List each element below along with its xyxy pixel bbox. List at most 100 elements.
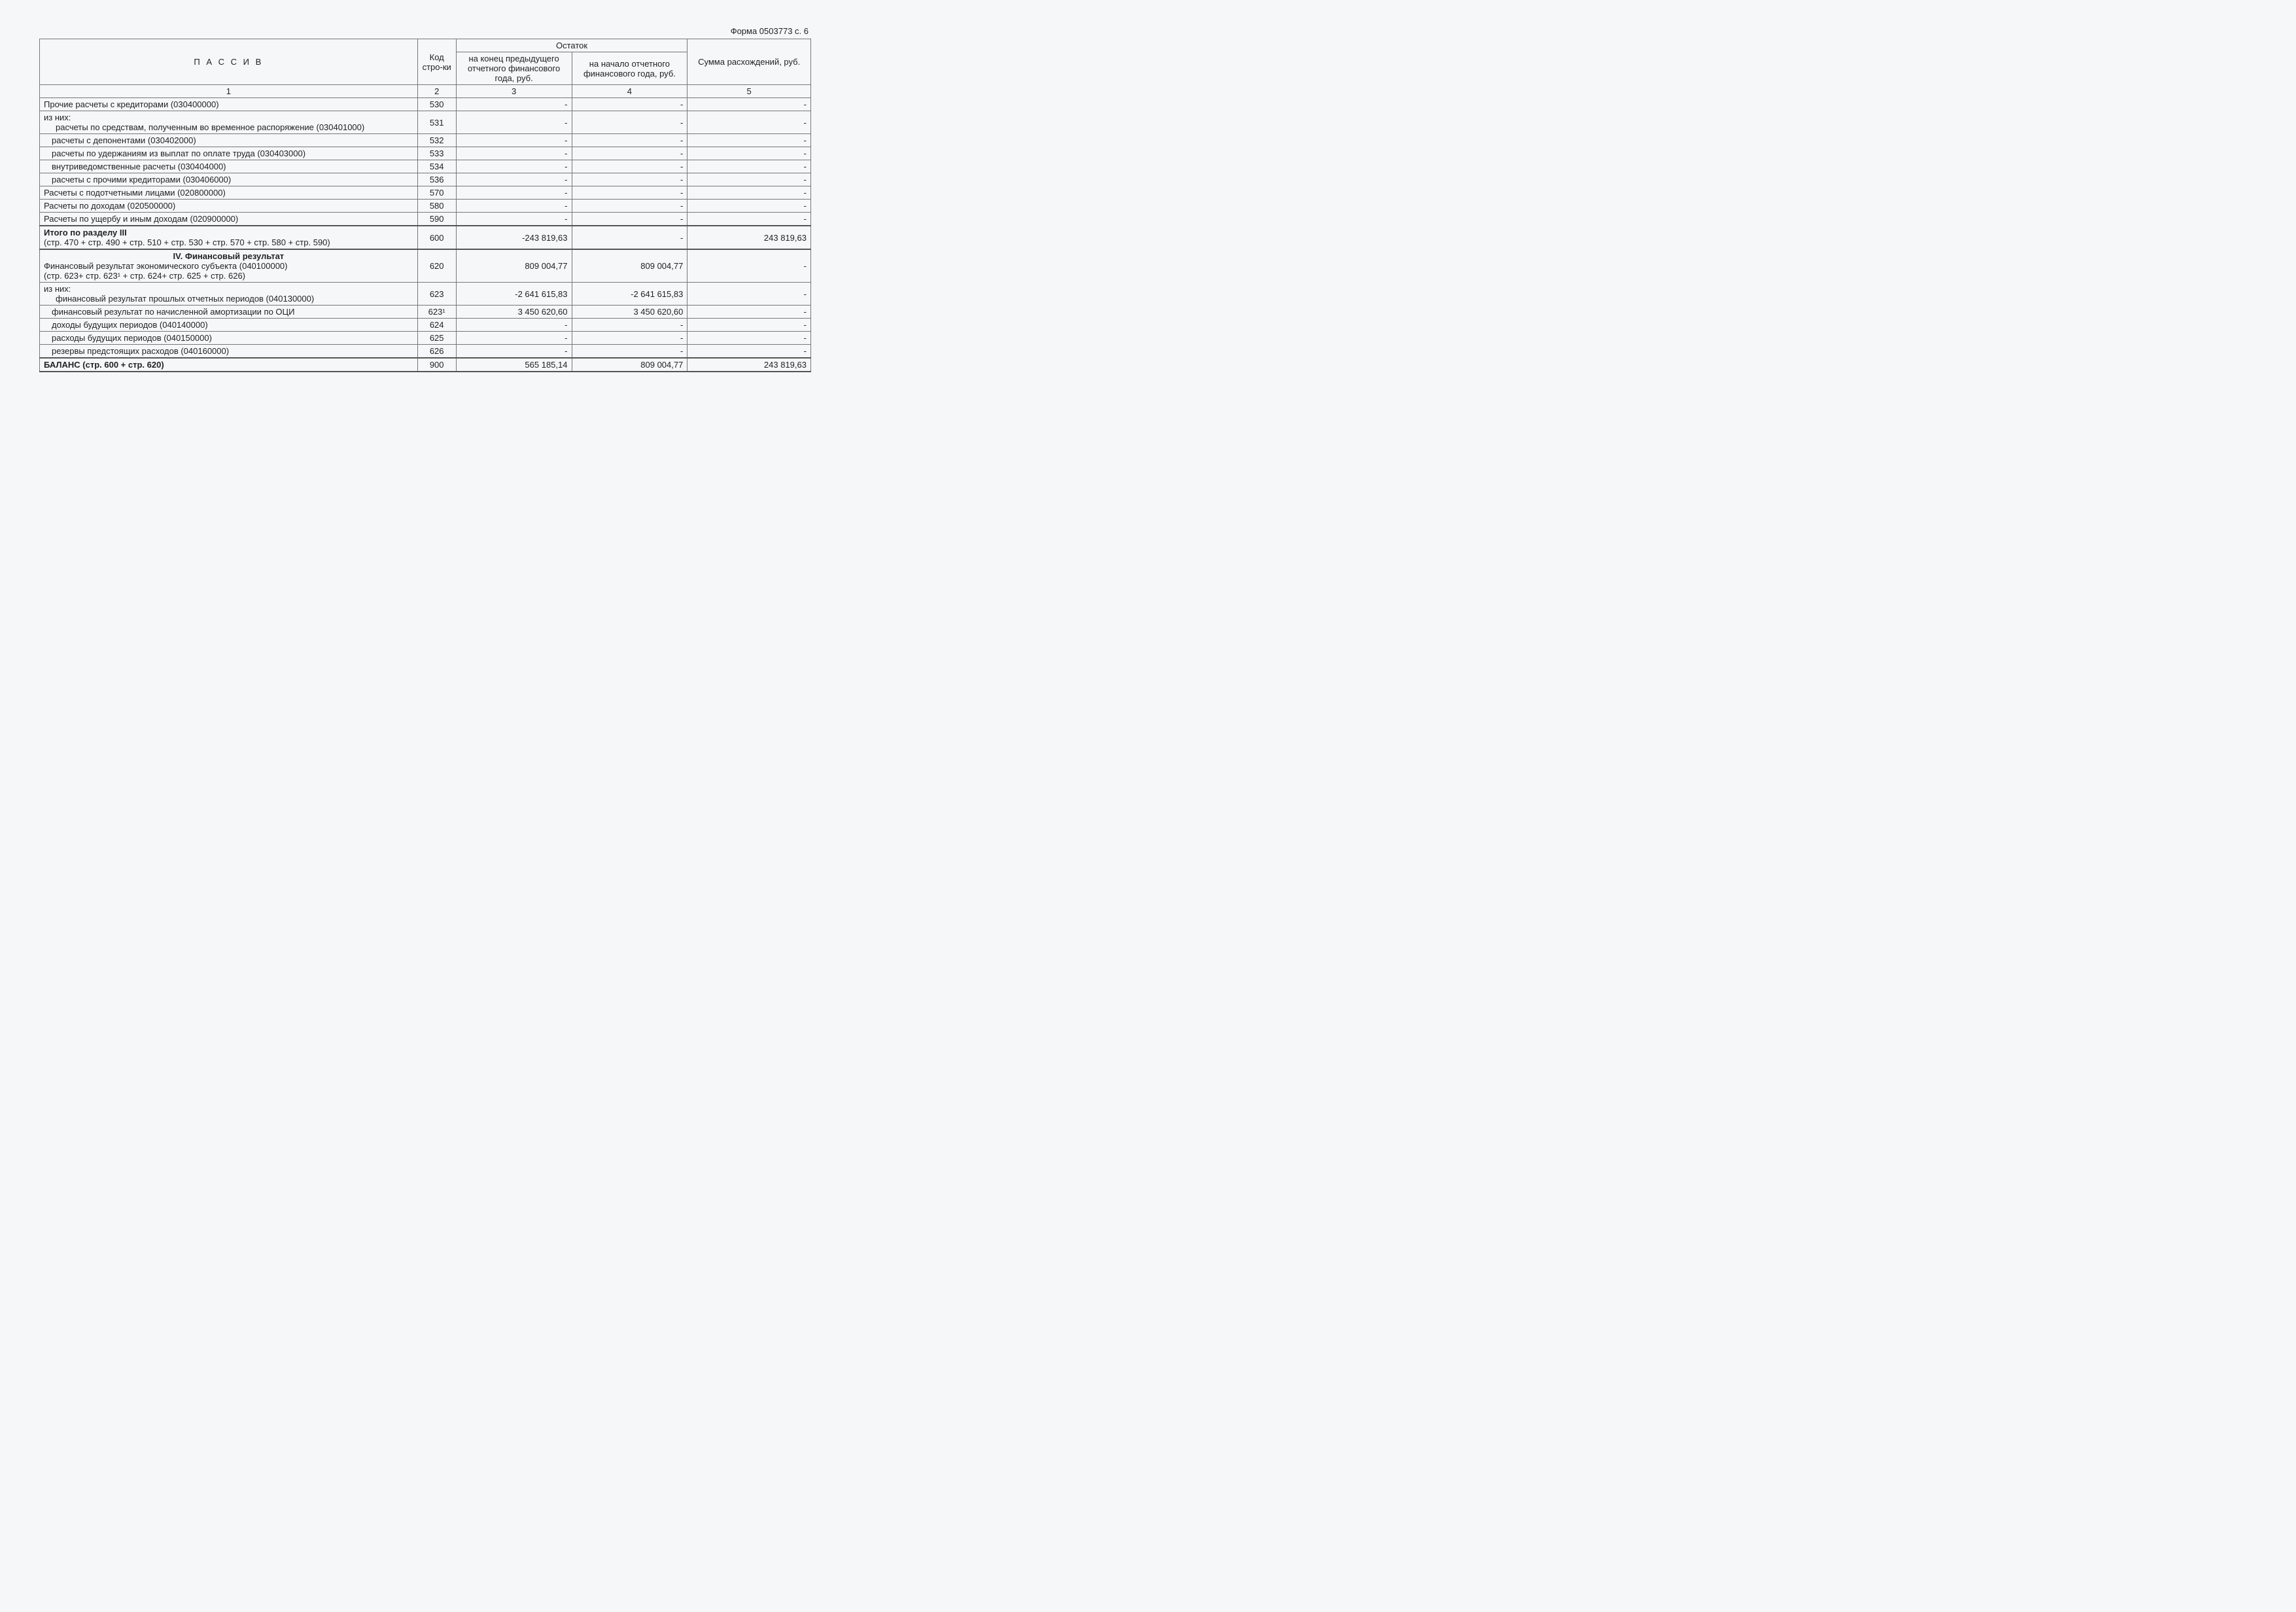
row-label: расчеты по удержаниям из выплат по оплат…: [40, 147, 418, 160]
table-row: расходы будущих периодов (040150000)625-…: [40, 332, 811, 345]
row-code: 600: [417, 226, 456, 249]
row-code: 536: [417, 173, 456, 186]
row-value: -: [572, 98, 687, 111]
row-value: 3 450 620,60: [572, 306, 687, 319]
row-value: -: [572, 147, 687, 160]
table-row: расчеты с депонентами (030402000)532---: [40, 134, 811, 147]
row-code: 580: [417, 200, 456, 213]
row-code: 533: [417, 147, 456, 160]
header-passive: П А С С И В: [40, 39, 418, 85]
row-value: -: [572, 213, 687, 226]
row-value: -: [572, 226, 687, 249]
row-code: 530: [417, 98, 456, 111]
row-value: -: [572, 345, 687, 359]
row-value: -: [572, 173, 687, 186]
colnum-3: 3: [456, 85, 572, 98]
row-label: Расчеты с подотчетными лицами (020800000…: [40, 186, 418, 200]
header-ostatok: Остаток: [456, 39, 687, 52]
row-label: из них:расчеты по средствам, полученным …: [40, 111, 418, 134]
row-value: -: [687, 249, 811, 283]
table-row: из них:расчеты по средствам, полученным …: [40, 111, 811, 134]
row-value: -: [687, 147, 811, 160]
row-value: -: [687, 306, 811, 319]
row-label: доходы будущих периодов (040140000): [40, 319, 418, 332]
row-code: 626: [417, 345, 456, 359]
row-value: -: [572, 111, 687, 134]
row-label: IV. Финансовый результатФинансовый резул…: [40, 249, 418, 283]
table-row: Расчеты по ущербу и иным доходам (020900…: [40, 213, 811, 226]
row-value: -: [687, 173, 811, 186]
header-code: Код стро-ки: [417, 39, 456, 85]
row-label: финансовый результат по начисленной амор…: [40, 306, 418, 319]
row-value: -: [456, 160, 572, 173]
row-value: 809 004,77: [572, 249, 687, 283]
table-row: Расчеты по доходам (020500000)580---: [40, 200, 811, 213]
table-row: расчеты с прочими кредиторами (030406000…: [40, 173, 811, 186]
row-value: -: [572, 319, 687, 332]
row-value: -: [572, 200, 687, 213]
row-value: -: [572, 160, 687, 173]
row-value: -: [456, 111, 572, 134]
row-code: 570: [417, 186, 456, 200]
row-value: -: [687, 345, 811, 359]
row-value: -: [687, 283, 811, 306]
row-value: -: [572, 332, 687, 345]
row-label: резервы предстоящих расходов (040160000): [40, 345, 418, 359]
table-row: доходы будущих периодов (040140000)624--…: [40, 319, 811, 332]
row-value: -: [456, 200, 572, 213]
row-value: -: [456, 98, 572, 111]
table-row: финансовый результат по начисленной амор…: [40, 306, 811, 319]
table-row: Итого по разделу III(стр. 470 + стр. 490…: [40, 226, 811, 249]
row-code: 900: [417, 358, 456, 372]
row-value: -: [687, 332, 811, 345]
row-label: Прочие расчеты с кредиторами (030400000): [40, 98, 418, 111]
row-value: -: [687, 213, 811, 226]
row-value: -: [687, 200, 811, 213]
row-value: -: [687, 111, 811, 134]
row-value: -: [687, 160, 811, 173]
row-code: 623: [417, 283, 456, 306]
header-end-prev: на конец предыдущего отчетного финансово…: [456, 52, 572, 85]
row-code: 625: [417, 332, 456, 345]
row-value: -: [572, 134, 687, 147]
row-value: -: [572, 186, 687, 200]
table-header: П А С С И В Код стро-ки Остаток Сумма ра…: [40, 39, 811, 98]
row-code: 534: [417, 160, 456, 173]
balance-table: П А С С И В Код стро-ки Остаток Сумма ра…: [39, 39, 811, 372]
colnum-2: 2: [417, 85, 456, 98]
row-value: -: [456, 213, 572, 226]
row-code: 623¹: [417, 306, 456, 319]
row-label: расчеты с депонентами (030402000): [40, 134, 418, 147]
row-value: 243 819,63: [687, 358, 811, 372]
table-body: Прочие расчеты с кредиторами (030400000)…: [40, 98, 811, 372]
row-value: -: [456, 186, 572, 200]
colnum-1: 1: [40, 85, 418, 98]
row-code: 624: [417, 319, 456, 332]
row-value: -: [687, 134, 811, 147]
row-value: -: [687, 98, 811, 111]
form-reference: Форма 0503773 с. 6: [39, 26, 811, 36]
row-value: -: [456, 319, 572, 332]
row-value: -: [687, 186, 811, 200]
row-code: 532: [417, 134, 456, 147]
row-value: -: [687, 319, 811, 332]
colnum-5: 5: [687, 85, 811, 98]
row-label: Итого по разделу III(стр. 470 + стр. 490…: [40, 226, 418, 249]
row-label: внутриведомственные расчеты (030404000): [40, 160, 418, 173]
table-row: из них:финансовый результат прошлых отче…: [40, 283, 811, 306]
row-code: 620: [417, 249, 456, 283]
header-begin-cur: на начало отчетного финансового года, ру…: [572, 52, 687, 85]
row-value: -: [456, 134, 572, 147]
row-code: 590: [417, 213, 456, 226]
document-page: Форма 0503773 с. 6 П А С С И В Код стро-…: [39, 26, 811, 372]
table-row: Прочие расчеты с кредиторами (030400000)…: [40, 98, 811, 111]
row-value: 3 450 620,60: [456, 306, 572, 319]
table-row: БАЛАНС (стр. 600 + стр. 620)900565 185,1…: [40, 358, 811, 372]
row-value: -243 819,63: [456, 226, 572, 249]
row-value: -2 641 615,83: [456, 283, 572, 306]
row-value: 243 819,63: [687, 226, 811, 249]
row-value: 809 004,77: [456, 249, 572, 283]
row-label: из них:финансовый результат прошлых отче…: [40, 283, 418, 306]
row-value: -2 641 615,83: [572, 283, 687, 306]
row-label: расчеты с прочими кредиторами (030406000…: [40, 173, 418, 186]
